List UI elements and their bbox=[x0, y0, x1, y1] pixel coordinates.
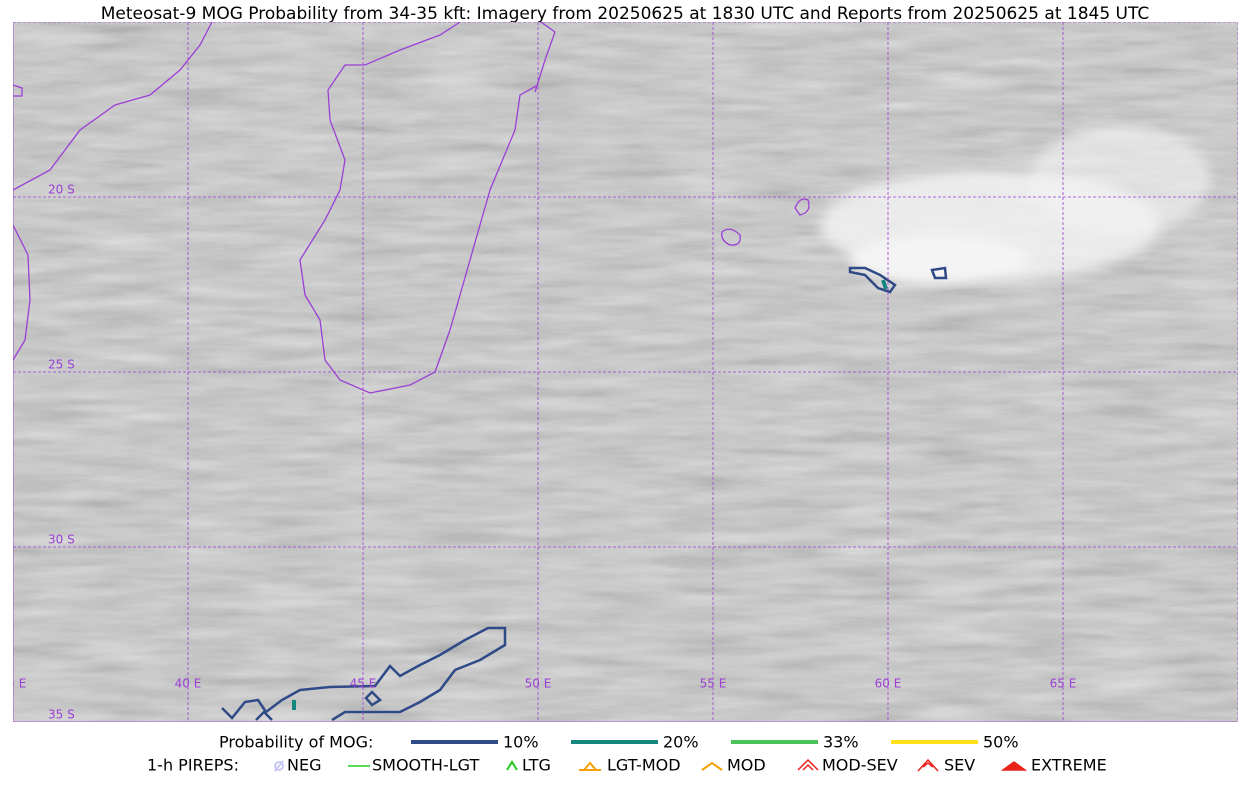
legend-title: Probability of MOG: bbox=[219, 733, 373, 752]
map: 35 E 40 E 45 E 50 E 55 E 60 E 65 E 20 S 25 S 30 S… bbox=[0, 22, 1238, 722]
lon-label: 40 E bbox=[175, 677, 202, 691]
pirep-symbol bbox=[274, 760, 284, 772]
lat-label: 20 S bbox=[48, 183, 75, 197]
lon-label: 45 E bbox=[350, 677, 377, 691]
legend-label: NEG bbox=[287, 756, 321, 775]
cloud-cluster bbox=[820, 125, 1210, 285]
lon-label: 35 E bbox=[0, 677, 26, 691]
legend-label: 50% bbox=[983, 733, 1019, 752]
lon-label: 60 E bbox=[875, 677, 902, 691]
legend-label: SMOOTH-LGT bbox=[372, 756, 479, 775]
pirep-symbol bbox=[797, 758, 819, 771]
legend-label: EXTREME bbox=[1031, 756, 1107, 775]
legend-label: MOD-SEV bbox=[822, 756, 898, 775]
legend-label: MOD bbox=[727, 756, 766, 775]
pirep-symbol bbox=[917, 758, 939, 772]
legend-label: LGT-MOD bbox=[607, 756, 681, 775]
legend-label: SEV bbox=[944, 756, 975, 775]
pirep-symbol bbox=[579, 761, 601, 771]
lat-label: 25 S bbox=[48, 358, 75, 372]
legend-label: 33% bbox=[823, 733, 859, 752]
lat-label: 35 S bbox=[48, 708, 75, 722]
lon-label: 65 E bbox=[1050, 677, 1077, 691]
lon-label: 50 E bbox=[525, 677, 552, 691]
pirep-symbol bbox=[701, 761, 723, 771]
lat-label: 30 S bbox=[48, 533, 75, 547]
coastlines bbox=[13, 22, 810, 394]
pirep-symbol bbox=[274, 761, 284, 771]
probability-contours bbox=[221, 266, 948, 722]
pirep-symbol bbox=[1000, 761, 1028, 771]
pirep-symbol bbox=[506, 760, 518, 771]
legend-title: 1-h PIREPS: bbox=[147, 756, 239, 775]
legend-label: 10% bbox=[503, 733, 539, 752]
legend-label: LTG bbox=[522, 756, 551, 775]
lon-label: 55 E bbox=[700, 677, 727, 691]
legend-label: 20% bbox=[663, 733, 699, 752]
title: Meteosat-9 MOG Probability from 34-35 kf… bbox=[101, 4, 1150, 24]
